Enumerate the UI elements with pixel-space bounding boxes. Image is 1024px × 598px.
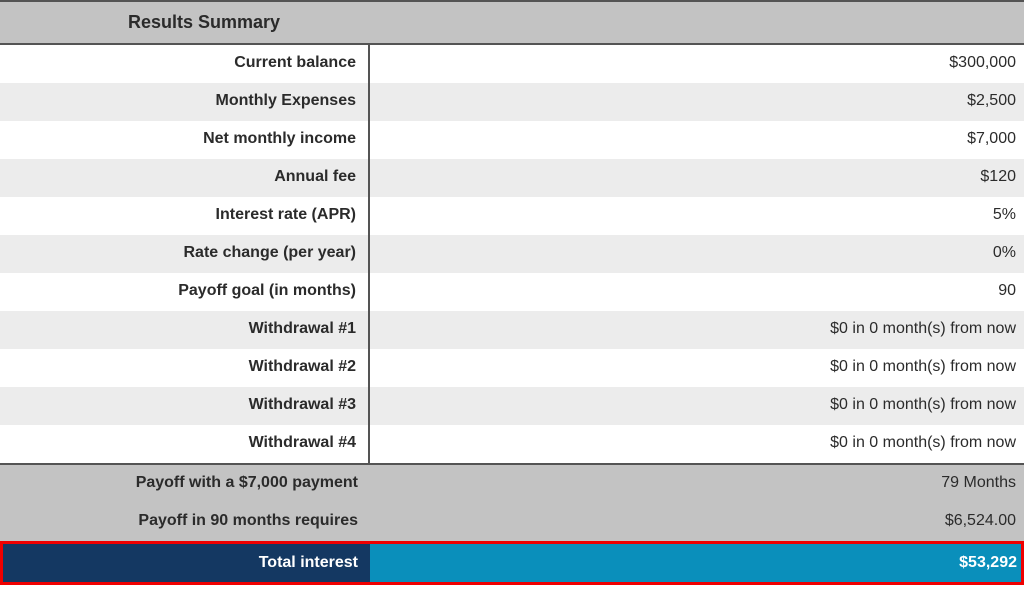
row-value: 0% [370, 235, 1024, 273]
row-value: 5% [370, 197, 1024, 235]
table-row: Rate change (per year) 0% [0, 235, 1024, 273]
highlight-label: Total interest [3, 544, 370, 582]
table-row: Monthly Expenses $2,500 [0, 83, 1024, 121]
table-row: Current balance $300,000 [0, 45, 1024, 83]
row-value: $0 in 0 month(s) from now [370, 311, 1024, 349]
row-value: $0 in 0 month(s) from now [370, 349, 1024, 387]
row-value: $2,500 [370, 83, 1024, 121]
table-row: Withdrawal #1 $0 in 0 month(s) from now [0, 311, 1024, 349]
footer-value: 79 Months [370, 465, 1024, 503]
table-row: Withdrawal #3 $0 in 0 month(s) from now [0, 387, 1024, 425]
table-title: Results Summary [128, 12, 280, 32]
row-value: $7,000 [370, 121, 1024, 159]
table-row: Withdrawal #2 $0 in 0 month(s) from now [0, 349, 1024, 387]
row-label: Withdrawal #2 [0, 349, 370, 387]
table-footer: Payoff with a $7,000 payment 79 Months P… [0, 463, 1024, 585]
table-row: Net monthly income $7,000 [0, 121, 1024, 159]
row-label: Rate change (per year) [0, 235, 370, 273]
table-row: Withdrawal #4 $0 in 0 month(s) from now [0, 425, 1024, 463]
row-label: Withdrawal #1 [0, 311, 370, 349]
row-label: Withdrawal #4 [0, 425, 370, 463]
table-row: Interest rate (APR) 5% [0, 197, 1024, 235]
footer-label: Payoff with a $7,000 payment [0, 465, 370, 503]
footer-label: Payoff in 90 months requires [0, 503, 370, 541]
footer-row: Payoff with a $7,000 payment 79 Months [0, 465, 1024, 503]
table-row: Payoff goal (in months) 90 [0, 273, 1024, 311]
row-label: Annual fee [0, 159, 370, 197]
results-summary-table: Results Summary Current balance $300,000… [0, 0, 1024, 585]
row-value: $0 in 0 month(s) from now [370, 425, 1024, 463]
table-row: Annual fee $120 [0, 159, 1024, 197]
row-label: Current balance [0, 45, 370, 83]
row-label: Monthly Expenses [0, 83, 370, 121]
row-value: 90 [370, 273, 1024, 311]
row-value: $120 [370, 159, 1024, 197]
table-header: Results Summary [0, 2, 1024, 45]
row-label: Payoff goal (in months) [0, 273, 370, 311]
highlight-value: $53,292 [370, 544, 1021, 582]
row-label: Withdrawal #3 [0, 387, 370, 425]
row-label: Interest rate (APR) [0, 197, 370, 235]
row-label: Net monthly income [0, 121, 370, 159]
row-value: $300,000 [370, 45, 1024, 83]
highlight-row: Total interest $53,292 [0, 541, 1024, 585]
row-value: $0 in 0 month(s) from now [370, 387, 1024, 425]
footer-row: Payoff in 90 months requires $6,524.00 [0, 503, 1024, 541]
footer-value: $6,524.00 [370, 503, 1024, 541]
